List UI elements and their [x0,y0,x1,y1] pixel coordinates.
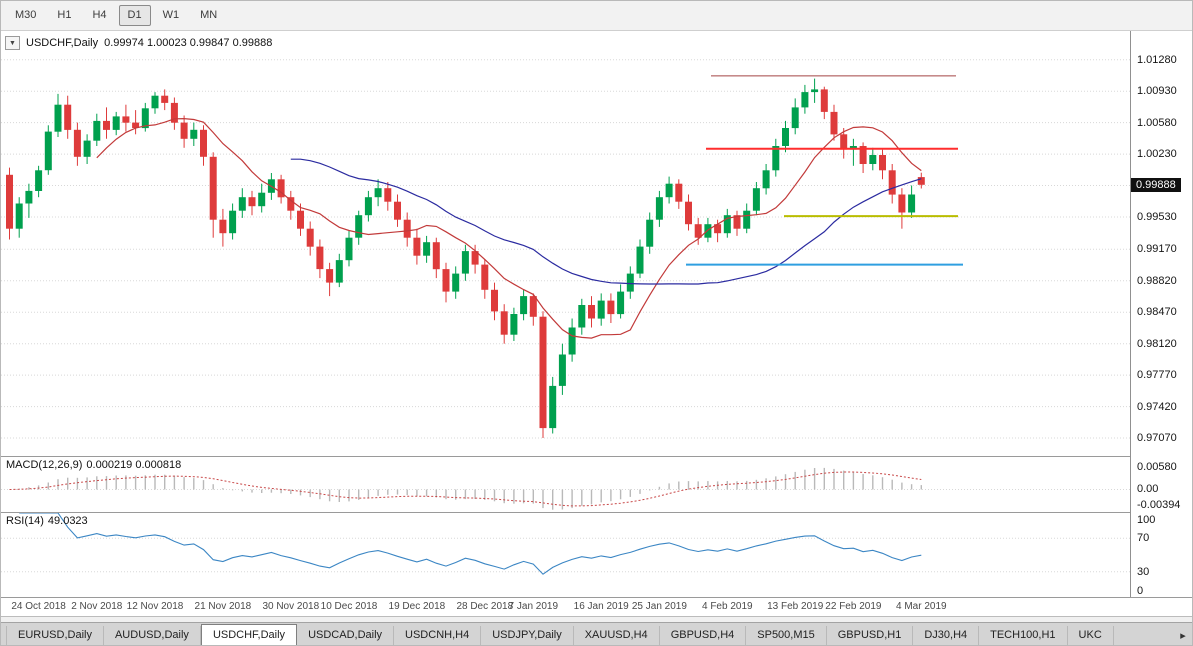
bottom-tab-gbpusd-h4[interactable]: GBPUSD,H4 [660,625,747,645]
timeframe-button-w1[interactable]: W1 [162,9,180,21]
chart-tabs: EURUSD,Daily AUDUSD,Daily USDCHF,Daily USDC… [6,623,1114,645]
macd-values: 0.000219 0.000818 [86,459,182,471]
current-price-badge: 0.99888 [1131,177,1181,192]
date-axis-label: 19 Dec 2018 [388,601,446,612]
date-axis-label: 30 Nov 2018 [262,601,320,612]
timeframe-button-mn[interactable]: MN [200,9,218,21]
bottom-tab-audusd-daily[interactable]: AUDUSD,Daily [104,625,201,645]
chart-ohlc-values: 0.99974 1.00023 0.99847 0.99888 [104,37,273,49]
time-axis: 24 Oct 2018 2 Nov 2018 12 Nov 2018 21 Nov 2… [1,597,1192,616]
timeframe-button-m30[interactable]: M30 [15,9,37,21]
axis-label: 1.00930 [1137,85,1177,98]
date-axis-label: 10 Dec 2018 [320,601,378,612]
timeframe-button-h1[interactable]: H1 [57,9,72,21]
macd-label: MACD(12,26,9) 0.000219 0.000818 [6,459,185,471]
axis-label: 0.97770 [1137,369,1177,382]
date-axis-label: 28 Dec 2018 [456,601,514,612]
bottom-tab-usdcnh-h4[interactable]: USDCNH,H4 [394,625,482,645]
axis-label: 1.00580 [1137,116,1177,129]
axis-label: 0.99530 [1137,210,1177,223]
timeframe-button-h4[interactable]: H4 [92,9,107,21]
date-axis-label: 12 Nov 2018 [126,601,184,612]
date-axis-label: 4 Feb 2019 [701,601,753,612]
axis-label: 0 [1137,585,1144,597]
axis-label: 1.00230 [1137,148,1177,161]
bottom-tab-tech100-h1[interactable]: TECH100,H1 [979,625,1068,645]
bottom-tab-usdjpy-daily[interactable]: USDJPY,Daily [481,625,574,645]
date-axis-label: 25 Jan 2019 [631,601,687,612]
bottom-tab-xauusd-h4[interactable]: XAUUSD,H4 [574,625,660,645]
chevron-down-icon: ▼ [9,39,16,47]
axis-label: 0.00580 [1137,461,1177,473]
date-axis-label: 16 Jan 2019 [573,601,629,612]
chart-tab-bar: EURUSD,Daily AUDUSD,Daily USDCHF,Daily USDC… [1,622,1192,645]
date-axis-label: 13 Feb 2019 [767,601,824,612]
bottom-tab-usdcad-daily[interactable]: USDCAD,Daily [297,625,395,645]
rsi-indicator-panel[interactable] [1,513,1132,597]
date-axis-label: 4 Mar 2019 [896,601,947,612]
panel-splitter[interactable] [1,456,1192,457]
macd-indicator-panel[interactable] [1,457,1132,512]
date-axis-label: 21 Nov 2018 [194,601,252,612]
timeframe-toolbar: M30 H1 H4 D1 W1 MN [1,1,1192,31]
chart-header: ▼ USDCHF,Daily 0.99974 1.00023 0.99847 0… [5,36,272,50]
axis-label: 100 [1137,514,1156,526]
axis-label: 0.97070 [1137,432,1177,445]
bottom-tab-eurusd-daily[interactable]: EURUSD,Daily [6,625,104,645]
date-axis-label: 22 Feb 2019 [825,601,882,612]
axis-label: 0.98820 [1137,274,1177,287]
axis-label: 70 [1137,532,1150,545]
chart-workspace: ▼ USDCHF,Daily 0.99974 1.00023 0.99847 0… [1,31,1192,616]
rsi-name: RSI(14) [6,515,44,527]
chart-symbol-label: USDCHF,Daily [26,37,99,49]
chart-dropdown-button[interactable]: ▼ [5,36,20,50]
axis-label: 1.01280 [1137,53,1177,66]
panel-splitter[interactable] [1,512,1192,513]
axis-label: 0.98470 [1137,306,1177,319]
axis-label: 0.99170 [1137,243,1177,256]
bottom-tab-usdchf-daily[interactable]: USDCHF,Daily [200,623,298,645]
status-strip [1,616,1192,622]
bottom-tab-sp500-m15[interactable]: SP500,M15 [746,625,827,645]
triangle-right-icon: ▸ [1180,629,1186,642]
rsi-label: RSI(14) 49.0323 [6,515,92,527]
date-axis-label: 2 Nov 2018 [71,601,123,612]
axis-label: 0.00 [1137,483,1159,496]
candlestick-chart[interactable] [1,31,1132,456]
timeframe-button-d1[interactable]: D1 [118,5,151,26]
axis-label: 30 [1137,565,1150,578]
price-axis: 0.99888 1.01280 1.00930 1.00580 1.00230 0.99… [1130,31,1192,597]
bottom-tab-ukc[interactable]: UKC [1068,625,1114,645]
bottom-tab-dj30-h4[interactable]: DJ30,H4 [913,625,980,645]
date-axis-label: 7 Jan 2019 [508,601,559,612]
bottom-tab-gbpusd-h1[interactable]: GBPUSD,H1 [827,625,914,645]
axis-label: 0.98120 [1137,337,1177,350]
rsi-value: 49.0323 [47,515,88,527]
macd-name: MACD(12,26,9) [6,459,83,471]
axis-label: 0.97420 [1137,400,1177,413]
tab-scroll-right-button[interactable]: ▸ [1174,626,1192,645]
date-axis-label: 24 Oct 2018 [11,601,66,612]
axis-label: -0.00394 [1137,499,1181,511]
